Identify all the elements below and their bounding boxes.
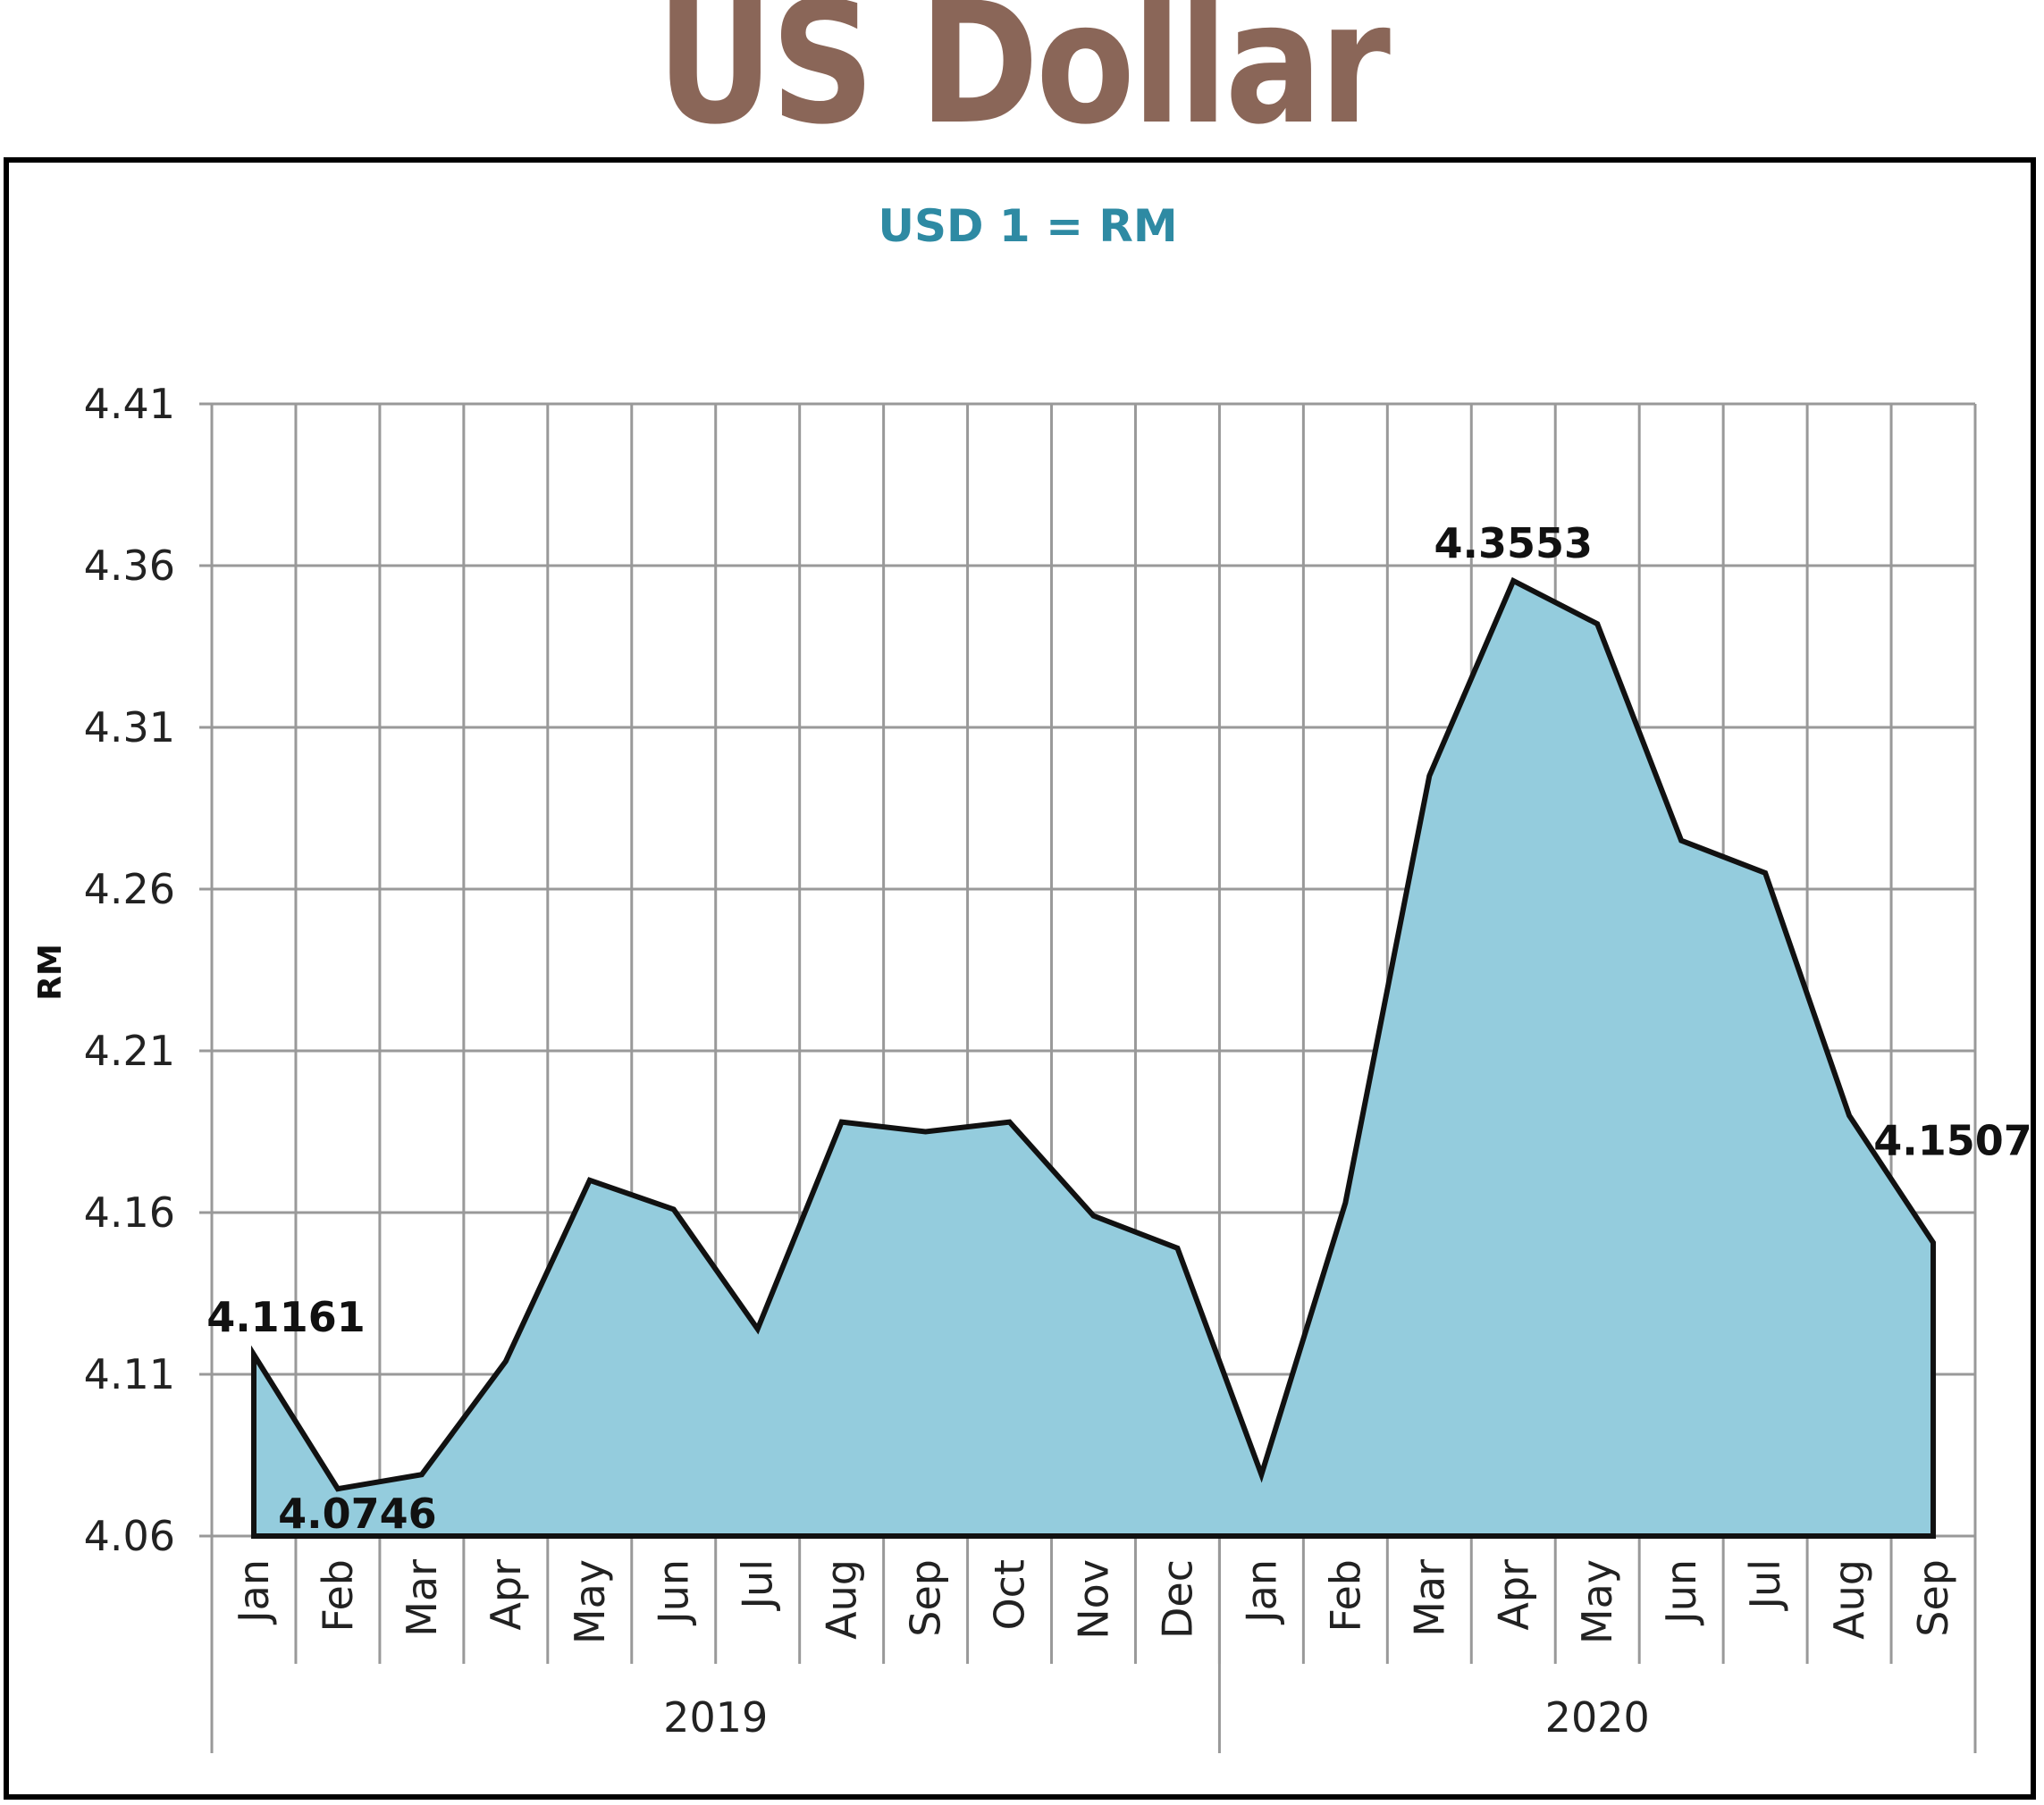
x-group-label: 2020 [1545, 1693, 1650, 1742]
chart-svg: USD 1 = RM 4.064.114.164.214.264.314.364… [32, 200, 2031, 1753]
y-tick-label: 4.11 [84, 1350, 175, 1398]
series-area [250, 576, 1937, 1539]
x-tick-label: Sep [1909, 1559, 1957, 1637]
y-tick-label: 4.26 [84, 865, 175, 913]
x-group-label: 2019 [663, 1693, 768, 1742]
x-tick-label: Mar [1405, 1559, 1453, 1637]
x-tick-label: Jan [1237, 1559, 1285, 1625]
x-tick-label: May [566, 1559, 614, 1644]
data-label: 4.1507 [1873, 1117, 2031, 1165]
x-tick-label: Aug [1825, 1559, 1873, 1640]
y-tick-label: 4.06 [84, 1512, 175, 1560]
chart-subtitle: USD 1 = RM [878, 200, 1177, 252]
y-axis-label: RM [32, 944, 69, 1001]
x-tick-label: Sep [902, 1559, 950, 1637]
x-tick-label: Mar [398, 1559, 446, 1637]
chart-title: US Dollar [656, 0, 1390, 162]
x-tick-label: Jan [230, 1559, 278, 1625]
x-tick-label: Jul [1741, 1559, 1789, 1612]
x-tick-label: Jul [734, 1559, 782, 1612]
x-axis-groups: 2019 2020 [663, 1693, 1650, 1742]
y-tick-label: 4.21 [84, 1027, 175, 1075]
x-tick-label: Oct [986, 1559, 1034, 1631]
y-tick-label: 4.31 [84, 703, 175, 751]
chart-frame: USD 1 = RM 4.06 4.11 4.16 4.21 4.26 4.31 4.36 4… [4, 157, 2036, 1800]
data-labels: 4.1161 4.0746 4.3553 4.1507 [206, 519, 2031, 1538]
x-axis-ticks: Jan Feb Mar Apr May Jun Jul Aug Sep Oct Nov Dec Jan F… [230, 1559, 1957, 1644]
y-tick-label: 4.16 [84, 1188, 175, 1237]
x-tick-label: Feb [314, 1559, 362, 1632]
x-tick-label: Jun [650, 1559, 698, 1626]
x-tick-label: Jun [1657, 1559, 1705, 1626]
y-axis-ticks: 4.06 4.11 4.16 4.21 4.26 4.31 4.36 4.41 [84, 380, 175, 1560]
x-tick-label: Nov [1070, 1559, 1118, 1640]
x-tick-label: Apr [482, 1559, 530, 1631]
data-label: 4.0746 [278, 1490, 437, 1538]
data-label: 4.1161 [206, 1293, 366, 1341]
x-tick-label: May [1573, 1559, 1621, 1644]
data-label: 4.3553 [1434, 519, 1594, 567]
x-tick-label: Feb [1321, 1559, 1369, 1632]
x-tick-label: Aug [818, 1559, 866, 1640]
y-tick-label: 4.41 [84, 380, 175, 428]
x-tick-label: Dec [1153, 1559, 1201, 1639]
y-tick-label: 4.36 [84, 542, 175, 590]
series-area-shape [250, 576, 1937, 1539]
x-tick-label: Apr [1489, 1559, 1537, 1631]
